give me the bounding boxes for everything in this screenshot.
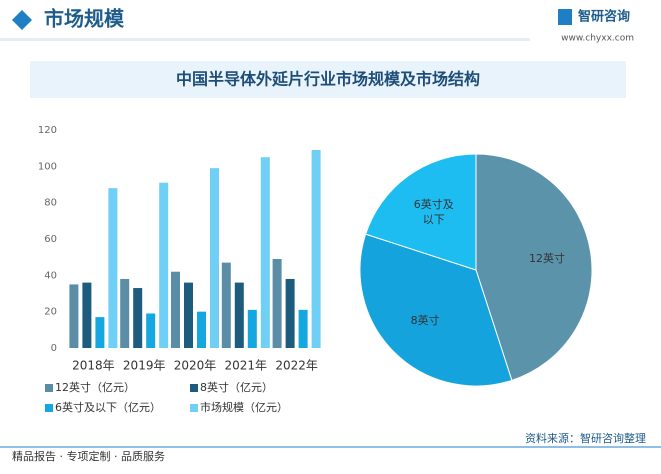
bar: [298, 309, 308, 348]
legend-swatch: [190, 384, 198, 392]
slice-label-box: 12英寸: [529, 252, 566, 266]
pie-slice: [365, 153, 477, 271]
bar: [171, 271, 180, 348]
legend-label: 6英寸及以下（亿元）: [55, 400, 161, 414]
y-tick-label: 40: [44, 270, 57, 281]
bar: [146, 313, 156, 348]
x-tick-label: 2021年: [225, 359, 268, 373]
slice-label: 12英寸: [529, 252, 566, 266]
bar: [120, 278, 130, 348]
bar: [133, 288, 143, 348]
bar: [69, 284, 79, 348]
header-rule: [0, 38, 530, 41]
footer-source: 资料来源：智研咨询整理: [525, 431, 646, 445]
bar: [82, 282, 92, 348]
title-box: [30, 61, 626, 98]
slice-label: 6英寸及以下: [413, 197, 454, 226]
logo-url: www.chyxx.com: [561, 34, 634, 44]
bar: [159, 182, 169, 348]
bar: [311, 149, 321, 348]
bar: [247, 309, 257, 348]
x-tick-label: 2018年: [72, 359, 115, 373]
bar: [234, 282, 244, 348]
y-tick-label: 80: [44, 198, 57, 209]
y-tick-label: 120: [38, 125, 57, 136]
bar: [221, 262, 231, 348]
legend-label: 12英寸（亿元）: [55, 380, 135, 394]
footer-slogan: 精品报告 · 专项定制 · 品质服务: [12, 449, 165, 463]
bar: [95, 317, 105, 348]
legend-swatch: [45, 384, 53, 392]
legend-swatch: [190, 404, 198, 412]
legend-label: 8英寸（亿元）: [200, 380, 273, 394]
bar: [210, 168, 219, 348]
bar: [272, 258, 282, 348]
y-tick-label: 100: [38, 161, 57, 172]
pie-slice: [359, 233, 513, 387]
header-title: 市场规模: [44, 7, 125, 31]
bar: [184, 282, 193, 348]
y-tick-label: 0: [51, 343, 57, 354]
slice-label-box: 8英寸: [410, 314, 440, 328]
x-tick-label: 2020年: [174, 359, 217, 373]
y-tick-label: 60: [44, 234, 57, 245]
slice-label-box: 6英寸及以下: [413, 197, 454, 226]
y-tick-label: 20: [44, 307, 57, 318]
header-diamond: [12, 10, 32, 30]
legend-label: 市场规模（亿元）: [200, 400, 288, 414]
logo-text: 智研咨询: [578, 9, 630, 25]
pie-slice: [475, 153, 593, 381]
bar: [285, 278, 295, 348]
chart-title: 中国半导体外延片行业市场规模及市场结构: [176, 70, 480, 89]
bar: [108, 188, 118, 348]
bar-chart: 0 20 40 60 80 100 120 2018年 2019年 2020年 2021年 2022年…: [38, 125, 321, 414]
pie-chart: 12英寸 8英寸 6英寸及以下: [359, 153, 593, 387]
x-tick-label: 2022年: [275, 359, 318, 373]
logo-icon: [558, 9, 572, 25]
legend-swatch: [45, 404, 53, 412]
bar: [197, 311, 206, 348]
x-tick-label: 2019年: [123, 359, 166, 373]
slice-label: 8英寸: [410, 314, 440, 328]
bar: [260, 157, 270, 348]
